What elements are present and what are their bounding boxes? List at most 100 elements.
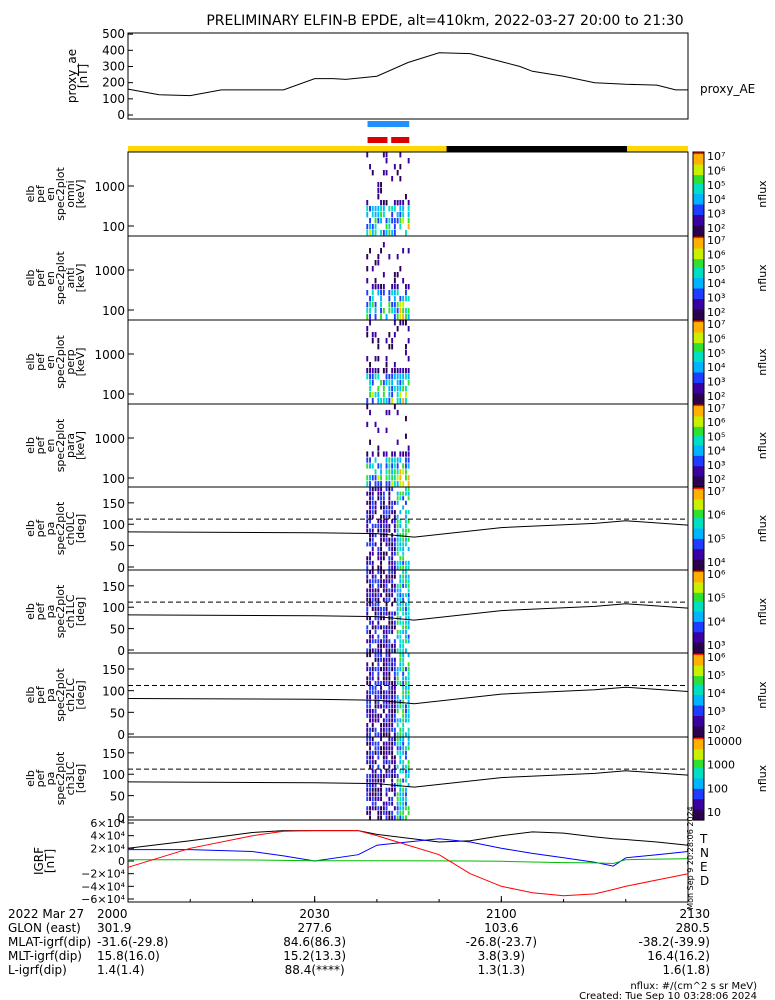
spectrogram-pixel xyxy=(377,290,380,296)
spectrogram-pixel xyxy=(396,602,399,607)
spectrogram-pixel xyxy=(396,634,399,639)
spectrogram-pixel xyxy=(377,718,380,723)
spectrogram-pixel xyxy=(399,546,402,551)
spectrogram-pixel xyxy=(407,764,410,769)
spectrogram-pixel xyxy=(399,783,402,788)
spectrogram-pixel xyxy=(380,500,382,505)
colorbar-tick-label: 10⁵ xyxy=(707,669,725,682)
spectrogram-pixel xyxy=(402,806,405,811)
panel-tick-label: 100 xyxy=(102,601,125,615)
spectrogram-pixel xyxy=(369,667,371,672)
spectrogram-pixel xyxy=(380,723,382,728)
spectrogram-pixel xyxy=(391,746,394,751)
spectrogram-pixel xyxy=(366,773,369,778)
spectrogram-pixel xyxy=(405,639,407,644)
spectrogram-pixel xyxy=(385,676,388,681)
spectrogram-pixel xyxy=(396,565,399,570)
panels-group: 5004003002001000proxy_AEproxy_ae[nT]10⁷1… xyxy=(24,27,769,910)
colorbar-cell xyxy=(693,563,704,567)
colorbar-cell xyxy=(693,328,704,332)
spectrogram-pixel xyxy=(377,602,380,607)
spectrogram-pixel xyxy=(396,491,399,496)
spectrogram-pixel xyxy=(402,570,405,575)
colorbar-cell xyxy=(693,688,704,692)
spectrogram-pixel xyxy=(405,681,407,686)
spectrogram-pixel xyxy=(374,500,377,505)
spectrogram-pixel xyxy=(382,570,385,575)
colorbar-tick-label: 10⁴ xyxy=(707,615,726,628)
spectrogram-pixel xyxy=(396,695,399,700)
spectrogram-pixel xyxy=(374,574,377,579)
spectrogram-pixel xyxy=(405,713,407,718)
spectrogram-pixel xyxy=(402,528,405,533)
spectrogram-pixel xyxy=(399,302,402,308)
spectrogram-pixel xyxy=(380,667,382,672)
spectrogram-pixel xyxy=(371,374,374,380)
spectrogram-pixel xyxy=(382,588,385,593)
panel-tick-label: 100 xyxy=(102,768,125,782)
igrf-line-d xyxy=(127,830,689,897)
colorbar-cell xyxy=(693,200,704,203)
spectrogram-pixel xyxy=(382,308,385,314)
spectrogram-pixel xyxy=(369,409,371,416)
spectrogram-pixel xyxy=(377,625,380,630)
spectrogram-pixel xyxy=(366,796,369,801)
panel-tick-label: 50 xyxy=(110,790,125,804)
spectrogram-pixel xyxy=(382,676,385,681)
colorbar-cell xyxy=(693,202,704,206)
spectrogram-pixel xyxy=(380,546,382,551)
spectrogram-pixel xyxy=(393,451,396,457)
spectrogram-pixel xyxy=(407,690,410,695)
spectrogram-pixel xyxy=(369,230,371,236)
spectrogram-pixel xyxy=(402,212,405,218)
spectrogram-pixel xyxy=(396,741,399,746)
spectrogram-pixel xyxy=(369,380,371,386)
spectrogram-pixel xyxy=(371,606,374,611)
spectrogram-pixel xyxy=(380,778,382,783)
spectrogram-pixel xyxy=(402,579,405,584)
colorbar-cell xyxy=(693,570,704,573)
spectrogram-pixel xyxy=(371,602,374,607)
spectrogram-pixel xyxy=(382,510,385,515)
colorbar-cell xyxy=(693,181,704,185)
spectrogram-pixel xyxy=(399,653,402,658)
spectrogram-pixel xyxy=(374,302,377,308)
spectrogram-pixel xyxy=(371,778,374,783)
spectrogram-pixel xyxy=(399,588,402,593)
panel-ylabel: spec2plot xyxy=(54,584,67,638)
spectrogram-pixel xyxy=(399,815,402,820)
colorbar-cell xyxy=(693,173,704,176)
x-row-value: -26.8(-23.7) xyxy=(466,935,537,949)
spectrogram-pixel xyxy=(369,810,371,815)
colorbar-cell xyxy=(693,768,704,771)
spectrogram-pixel xyxy=(371,662,374,667)
panel-tick-label: 0 xyxy=(117,728,125,742)
spectrogram-pixel xyxy=(385,718,388,723)
spectrogram-pixel xyxy=(393,404,396,410)
spectrogram-pixel xyxy=(391,810,394,815)
igrf-line-n xyxy=(128,838,689,867)
panel-ylabel: [deg] xyxy=(74,597,87,626)
spectrogram-pixel xyxy=(374,469,377,475)
spectrogram-pixel xyxy=(374,206,377,212)
spectrogram-pixel xyxy=(399,806,402,811)
spectrogram-pixel xyxy=(374,593,377,598)
spectrogram-pixel xyxy=(405,469,407,475)
spectrogram-pixel xyxy=(371,755,374,760)
spectrogram-pixel xyxy=(366,332,369,338)
spectrogram-pixel xyxy=(393,611,396,616)
spectrogram-pixel xyxy=(391,801,394,806)
colorbar-cell xyxy=(693,697,704,700)
spectrogram-pixel xyxy=(388,344,391,350)
proxy-ae-line xyxy=(127,52,688,97)
spectrogram-pixel xyxy=(393,278,396,284)
colorbar-cell xyxy=(693,665,704,669)
spectrogram-pixel xyxy=(380,616,382,621)
colorbar-cell xyxy=(693,590,704,594)
colorbar-tick-label: 10⁶ xyxy=(707,651,726,664)
proxy-ae-ylabel: proxy_ae xyxy=(65,49,79,103)
spectrogram-pixel xyxy=(396,496,399,501)
spectrogram-pixel xyxy=(382,732,385,737)
panel-ylabel: en xyxy=(44,355,57,369)
spectrogram-pixel xyxy=(369,653,371,658)
